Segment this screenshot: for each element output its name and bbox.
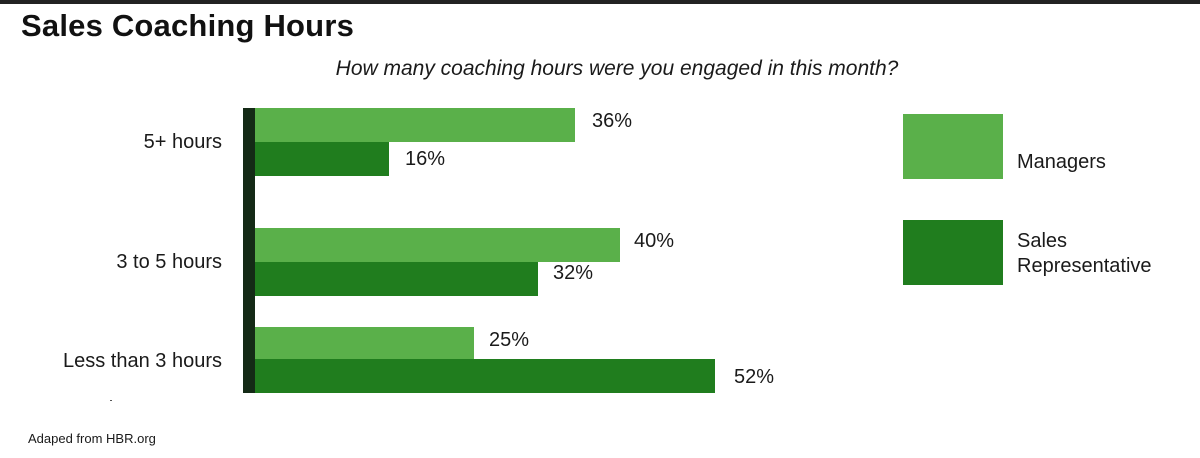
bar-managers [255, 327, 474, 361]
bar-managers [255, 108, 575, 142]
bar-sales-representative [255, 262, 538, 296]
category-label: 3 to 5 hours [116, 251, 222, 273]
value-label: 16% [405, 148, 446, 170]
chart-title: Sales Coaching Hours [21, 8, 355, 43]
source-note: Adaped from HBR.org [28, 431, 156, 446]
value-label: 32% [553, 262, 594, 284]
stray-mark [110, 400, 112, 401]
top-rule [0, 0, 1200, 4]
value-label: 36% [592, 110, 633, 132]
legend-swatch-managers [903, 114, 1003, 179]
bar-sales-representative [255, 359, 715, 393]
value-label: 40% [634, 230, 675, 252]
bar-sales-representative [255, 142, 389, 176]
bar-managers [255, 228, 620, 262]
legend-label-sales-representative: Sales Representative [1017, 229, 1152, 279]
y-axis-line [243, 108, 255, 393]
legend-label-line: Sales [1017, 230, 1068, 252]
legend-label-managers: Managers [1017, 151, 1106, 173]
category-label: Less than 3 hours [63, 350, 222, 372]
value-label: 52% [734, 366, 775, 388]
chart-subtitle: How many coaching hours were you engaged… [335, 57, 899, 80]
legend-swatch-sales-representative [903, 220, 1003, 285]
legend-label-line: Representative [1017, 255, 1152, 277]
category-label: 5+ hours [143, 131, 222, 153]
value-label: 25% [489, 329, 530, 351]
